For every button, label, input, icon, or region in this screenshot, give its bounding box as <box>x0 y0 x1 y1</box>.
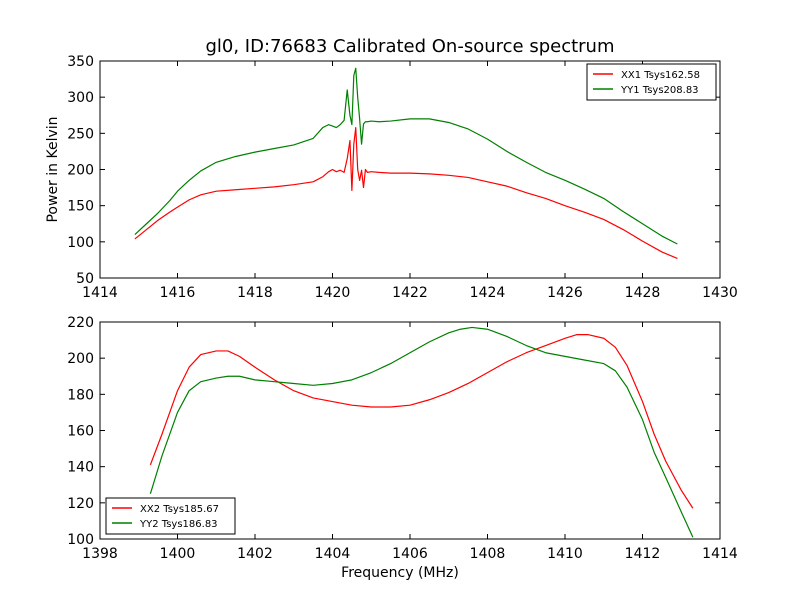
top-y-tick-label: 300 <box>67 90 94 106</box>
top-x-tick-label: 1420 <box>315 285 351 301</box>
top-legend-label: YY1 Tsys208.83 <box>620 85 699 96</box>
bottom-y-tick-label: 160 <box>67 424 94 440</box>
top-series-line-1 <box>134 126 678 260</box>
bottom-y-tick-label: 120 <box>67 496 94 512</box>
top-x-tick-label: 1424 <box>470 285 506 301</box>
bottom-y-tick-label: 220 <box>67 315 94 331</box>
bottom-y-tick-label: 200 <box>67 351 94 367</box>
top-x-tick-label: 1428 <box>625 285 661 301</box>
bottom-x-tick-label: 1414 <box>702 546 738 562</box>
bottom-x-axis-label: Frequency (MHz) <box>341 565 459 581</box>
top-x-tick-label: 1416 <box>160 285 196 301</box>
top-x-tick-label: 1418 <box>237 285 273 301</box>
top-y-tick-label: 200 <box>67 163 94 179</box>
bottom-series-line-2 <box>149 326 694 538</box>
bottom-x-tick-label: 1410 <box>547 546 583 562</box>
bottom-x-tick-label: 1400 <box>160 546 196 562</box>
bottom-y-tick-label: 100 <box>67 532 94 548</box>
top-y-tick-label: 350 <box>67 54 94 70</box>
bottom-x-tick-label: 1402 <box>237 546 273 562</box>
bottom-x-tick-label: 1404 <box>315 546 351 562</box>
bottom-x-tick-label: 1406 <box>392 546 428 562</box>
bottom-y-tick-label: 140 <box>67 460 94 476</box>
top-legend: XX1 Tsys162.58 YY1 Tsys208.83 <box>586 63 717 101</box>
bottom-x-tick-label: 1408 <box>470 546 506 562</box>
top-y-tick-label: 150 <box>67 199 94 215</box>
bottom-y-tick-label: 180 <box>67 387 94 403</box>
bottom-legend-label: XX2 Tsys185.67 <box>140 504 219 515</box>
figure-title: gl0, ID:76683 Calibrated On-source spect… <box>205 36 614 57</box>
top-x-tick-label: 1426 <box>547 285 583 301</box>
bottom-legend: XX2 Tsys185.67 YY2 Tsys186.83 <box>105 497 236 535</box>
bottom-x-tick-label: 1412 <box>625 546 661 562</box>
bottom-plot: 1398 1400 1402 1404 1406 1408 1410 1412 1414 100 1… <box>67 315 738 581</box>
top-legend-box <box>586 63 717 101</box>
top-y-axis-label: Power in Kelvin <box>45 116 61 222</box>
top-x-tick-label: 1430 <box>702 285 738 301</box>
bottom-series-line-1 <box>149 334 694 509</box>
bottom-legend-label: YY2 Tsys186.83 <box>139 519 218 530</box>
top-y-tick-label: 100 <box>67 235 94 251</box>
top-legend-label: XX1 Tsys162.58 <box>621 70 700 81</box>
bottom-legend-box <box>105 497 236 535</box>
top-series-line-2 <box>134 67 678 245</box>
bottom-x-tick-label: 1398 <box>82 546 118 562</box>
top-y-tick-label: 250 <box>67 126 94 142</box>
top-plot: 1414 1416 1418 1420 1422 1424 1426 1428 1430 50 10… <box>45 54 738 301</box>
top-y-tick-label: 50 <box>76 271 94 287</box>
top-x-tick-label: 1422 <box>392 285 428 301</box>
top-x-tick-label: 1414 <box>82 285 118 301</box>
